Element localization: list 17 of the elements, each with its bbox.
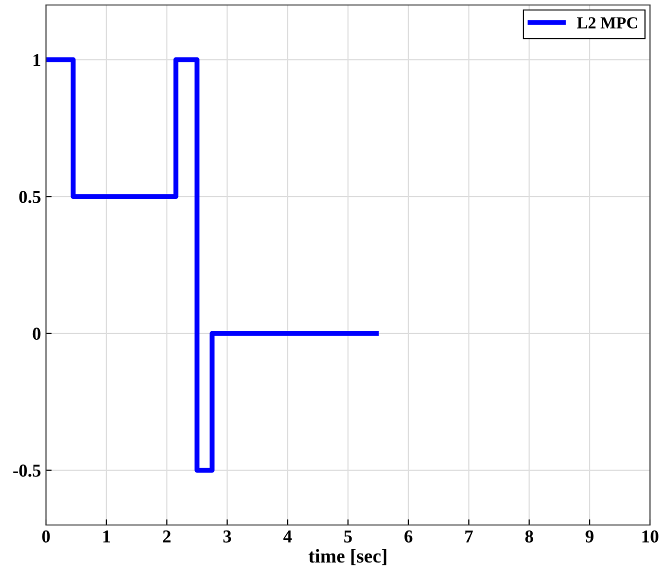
x-tick-label: 2 (163, 530, 171, 542)
x-tick-label: 0 (42, 530, 50, 543)
x-tick-label: 8 (525, 530, 534, 543)
x-tick-label: 4 (283, 530, 292, 542)
x-tick-label: 10 (642, 530, 658, 543)
x-tick-label: 5 (344, 530, 352, 543)
legend-label: L2 MPC (577, 17, 638, 28)
y-tick-label: -0.5 (13, 464, 40, 477)
y-tick-label: 1 (34, 54, 40, 66)
x-tick-label: 7 (465, 530, 473, 542)
x-tick-label: 6 (404, 530, 412, 543)
y-tick-label: 0 (32, 328, 40, 340)
y-tick-label: 0.5 (19, 190, 40, 204)
x-tick-label: 1 (103, 530, 110, 542)
x-tick-label: 9 (586, 530, 594, 543)
x-axis-title: time [sec] (308, 549, 386, 566)
x-tick-label: 3 (223, 530, 232, 543)
